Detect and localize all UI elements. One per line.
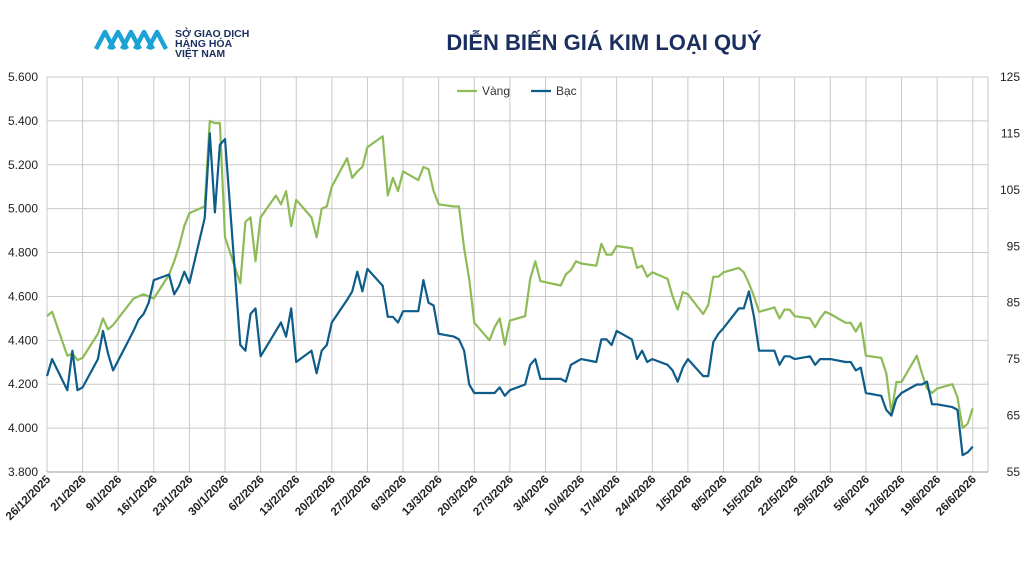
logo-mark (94, 29, 168, 51)
logo-chevron-icon (146, 29, 168, 51)
x-tick-label: 26/12/2025 (4, 473, 54, 523)
y-left-tick-label: 4.800 (8, 246, 38, 260)
y-right-tick-label: 115 (1001, 126, 1020, 140)
y-left-tick-label: 4.000 (8, 421, 38, 435)
y-right-tick-label: 105 (1000, 183, 1020, 197)
series-lines (45, 119, 974, 457)
logo: SỞ GIAO DỊCH HÀNG HÓA VIỆT NAM (94, 27, 249, 60)
chart-title: DIỄN BIẾN GIÁ KIM LOẠI QUÝ (446, 29, 762, 55)
x-tick-label: 2/1/2026 (49, 474, 89, 514)
x-tick-label: 1/5/2026 (654, 474, 694, 514)
y-left-tick-label: 4.600 (8, 289, 38, 303)
y-right-tick-label: 65 (1007, 409, 1021, 423)
y-left-tick-label: 5.400 (8, 114, 38, 128)
gridlines (46, 76, 989, 473)
y-left-tick-label: 5.600 (8, 70, 38, 84)
legend-label: Vàng (482, 84, 510, 98)
y-right-tick-label: 125 (1000, 70, 1020, 84)
series-line-vang (46, 119, 974, 430)
y-left-tick-label: 4.400 (8, 333, 38, 347)
y-right-tick-label: 75 (1007, 352, 1021, 366)
legend: Vàng Bạc (457, 84, 577, 98)
y-left-tick-label: 5.200 (8, 158, 38, 172)
legend-label: Bạc (556, 84, 577, 98)
y-left-tick-label: 5.000 (8, 202, 38, 216)
y-left-tick-label: 4.200 (8, 377, 38, 391)
logo-text-line1: SỞ GIAO DỊCH (175, 27, 249, 40)
logo-text-line2: HÀNG HÓA (175, 37, 233, 50)
y-right-tick-label: 95 (1007, 239, 1021, 253)
y-right-tick-label: 85 (1007, 296, 1021, 310)
y-right-tick-label: 55 (1007, 465, 1021, 479)
logo-text-line3: VIỆT NAM (175, 47, 225, 60)
y-left-tick-label: 3.800 (8, 465, 38, 479)
series-line-bac (45, 132, 974, 457)
